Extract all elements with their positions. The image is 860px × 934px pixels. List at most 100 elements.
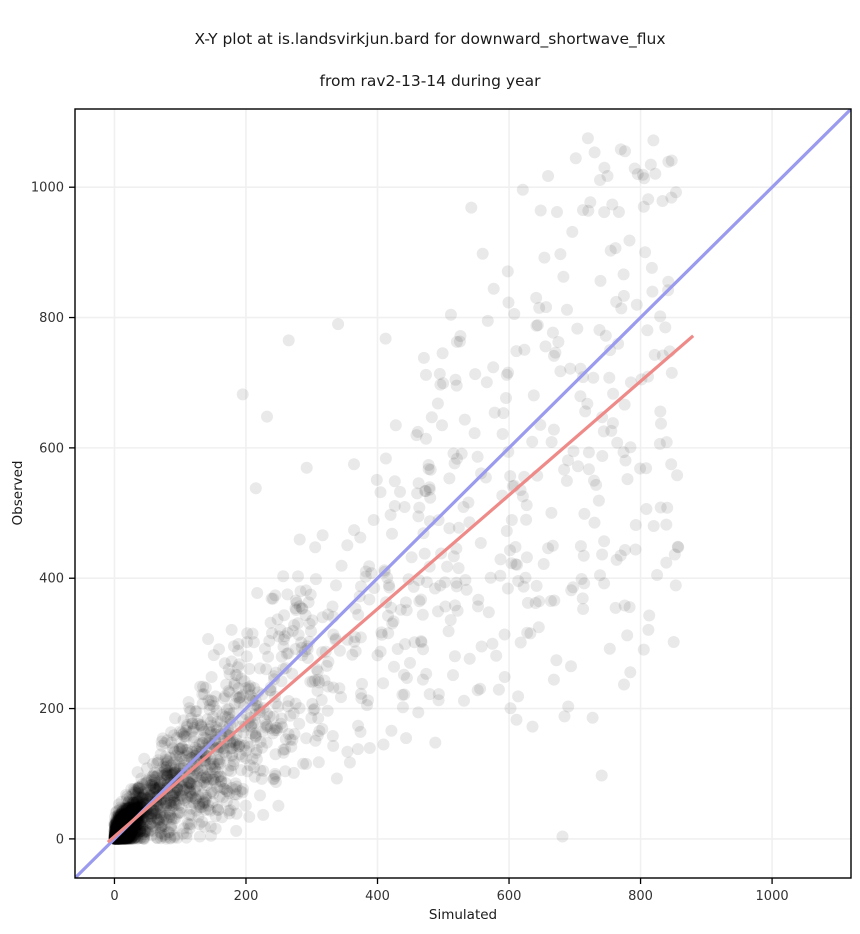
scatter-point [487, 282, 500, 295]
scatter-point [260, 663, 273, 676]
scatter-point [432, 514, 445, 527]
scatter-point [136, 821, 149, 834]
scatter-point [120, 809, 133, 822]
scatter-point [213, 756, 226, 768]
scatter-point [115, 813, 128, 826]
scatter-point [199, 804, 212, 816]
scatter-point [123, 791, 136, 803]
scatter-point [184, 777, 197, 790]
scatter-point [109, 818, 122, 831]
scatter-point [158, 828, 171, 841]
scatter-point [243, 662, 256, 675]
scatter-point [115, 813, 128, 826]
scatter-point [190, 705, 203, 718]
scatter-point [647, 520, 660, 532]
scatter-point [119, 808, 132, 821]
scatter-point [451, 604, 464, 617]
scatter-point [603, 642, 616, 655]
scatter-point [127, 832, 140, 845]
scatter-point [177, 827, 190, 840]
scatter-point [264, 616, 277, 629]
scatter-point [121, 809, 133, 822]
scatter-point [198, 796, 211, 809]
scatter-point [654, 405, 667, 418]
scatter-point [224, 759, 237, 772]
scatter-point [545, 436, 558, 448]
scatter-point [160, 761, 173, 774]
scatter-point [447, 550, 460, 563]
scatter-point [261, 720, 274, 733]
scatter-point [165, 812, 178, 825]
scatter-point [138, 830, 151, 843]
scatter-point [546, 326, 559, 339]
scatter-point [398, 688, 411, 701]
scatter-point [316, 529, 329, 542]
scatter-point [595, 769, 608, 782]
scatter-point [196, 815, 209, 828]
scatter-point [417, 351, 430, 364]
scatter-point [128, 802, 140, 815]
scatter-point [198, 725, 211, 738]
scatter-point [498, 628, 511, 641]
scatter-point [153, 775, 166, 788]
scatter-point [120, 831, 133, 844]
scatter-point [131, 766, 144, 779]
scatter-point [153, 778, 166, 791]
scatter-point [280, 647, 293, 660]
scatter-point [160, 767, 173, 780]
scatter-point [363, 560, 376, 573]
scatter-point [161, 755, 174, 768]
scatter-point [117, 832, 130, 845]
scatter-point [610, 553, 623, 566]
scatter-point [396, 688, 409, 701]
scatter-point [125, 832, 138, 845]
scatter-point [241, 736, 254, 749]
scatter-point [159, 797, 172, 810]
scatter-point [169, 749, 182, 762]
scatter-point [125, 803, 138, 816]
scatter-point [195, 771, 208, 784]
scatter-point [379, 332, 392, 345]
scatter-point [115, 812, 128, 825]
scatter-point [117, 832, 130, 845]
scatter-point [211, 753, 224, 766]
scatter-point [126, 825, 139, 837]
scatter-point [130, 793, 143, 806]
scatter-point [114, 816, 127, 829]
scatter-point [248, 761, 260, 774]
scatter-point [194, 680, 207, 693]
scatter-point [158, 774, 171, 787]
scatter-point [637, 643, 650, 656]
scatter-point [110, 814, 123, 827]
scatter-point [502, 296, 515, 309]
scatter-point [277, 663, 290, 675]
scatter-point [388, 660, 400, 673]
scatter-point [149, 771, 162, 784]
scatter-point [546, 539, 559, 552]
scatter-point [277, 640, 290, 653]
scatter-point [262, 650, 275, 663]
scatter-point [221, 711, 234, 724]
scatter-point [208, 773, 220, 786]
scatter-point [201, 713, 214, 726]
scatter-point [351, 743, 364, 756]
scatter-point [554, 248, 567, 261]
scatter-point [165, 789, 178, 802]
scatter-point [415, 636, 428, 649]
scatter-point [282, 695, 295, 707]
scatter-point [230, 734, 243, 747]
scatter-point [251, 587, 264, 599]
scatter-point [212, 770, 225, 783]
scatter-point [222, 804, 235, 817]
scatter-point [198, 776, 211, 789]
scatter-point [424, 463, 437, 476]
scatter-point [617, 446, 630, 459]
scatter-point [132, 817, 145, 830]
scatter-point [120, 832, 133, 844]
scatter-point [266, 727, 279, 740]
scatter-point [122, 821, 135, 834]
scatter-point [375, 628, 388, 641]
scatter-point [382, 579, 395, 591]
scatter-point [120, 832, 133, 845]
scatter-point [120, 802, 133, 815]
